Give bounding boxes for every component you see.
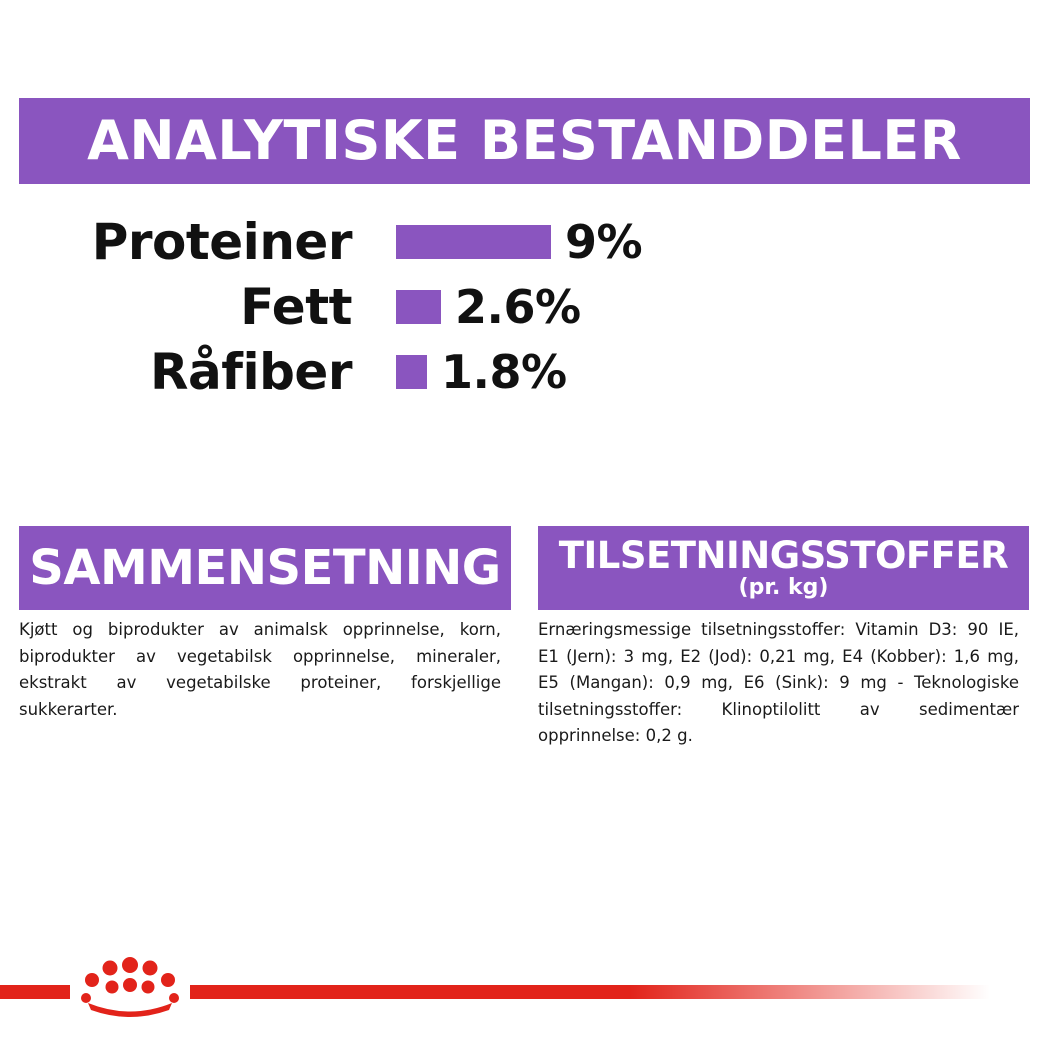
nutrient-row-fat: Fett 2.6% <box>0 275 1049 339</box>
additives-header: TILSETNINGSSTOFFER (pr. kg) <box>538 526 1029 610</box>
footer-divider-left <box>0 985 70 999</box>
additives-text: Ernæringsmessige tilsetningsstoffer: Vit… <box>538 620 1019 745</box>
nutrient-value: 1.8% <box>441 345 567 399</box>
additives-title: TILSETNINGSSTOFFER <box>558 534 1009 577</box>
composition-text: Kjøtt og biprodukter av animalsk opprinn… <box>19 620 501 719</box>
analysis-header: ANALYTISKE BESTANDDELER <box>19 98 1030 184</box>
footer-divider-right <box>190 985 990 999</box>
nutrient-row-fiber: Råfiber 1.8% <box>0 340 1049 404</box>
nutrient-label: Råfiber <box>150 343 353 401</box>
nutrient-bar <box>396 355 427 389</box>
nutrient-bar <box>396 290 441 324</box>
nutrient-label: Proteiner <box>91 213 353 271</box>
nutrient-row-protein: Proteiner 9% <box>0 210 1049 274</box>
nutrient-label: Fett <box>240 278 352 336</box>
crown-logo-icon <box>81 957 179 1017</box>
nutrient-value: 2.6% <box>455 280 581 334</box>
composition-title: SAMMENSETNING <box>29 540 501 596</box>
composition-header: SAMMENSETNING <box>19 526 511 610</box>
nutrient-value: 9% <box>565 215 643 269</box>
nutrient-bar <box>396 225 551 259</box>
additives-subtitle: (pr. kg) <box>738 575 829 600</box>
analysis-title: ANALYTISKE BESTANDDELER <box>87 109 962 172</box>
